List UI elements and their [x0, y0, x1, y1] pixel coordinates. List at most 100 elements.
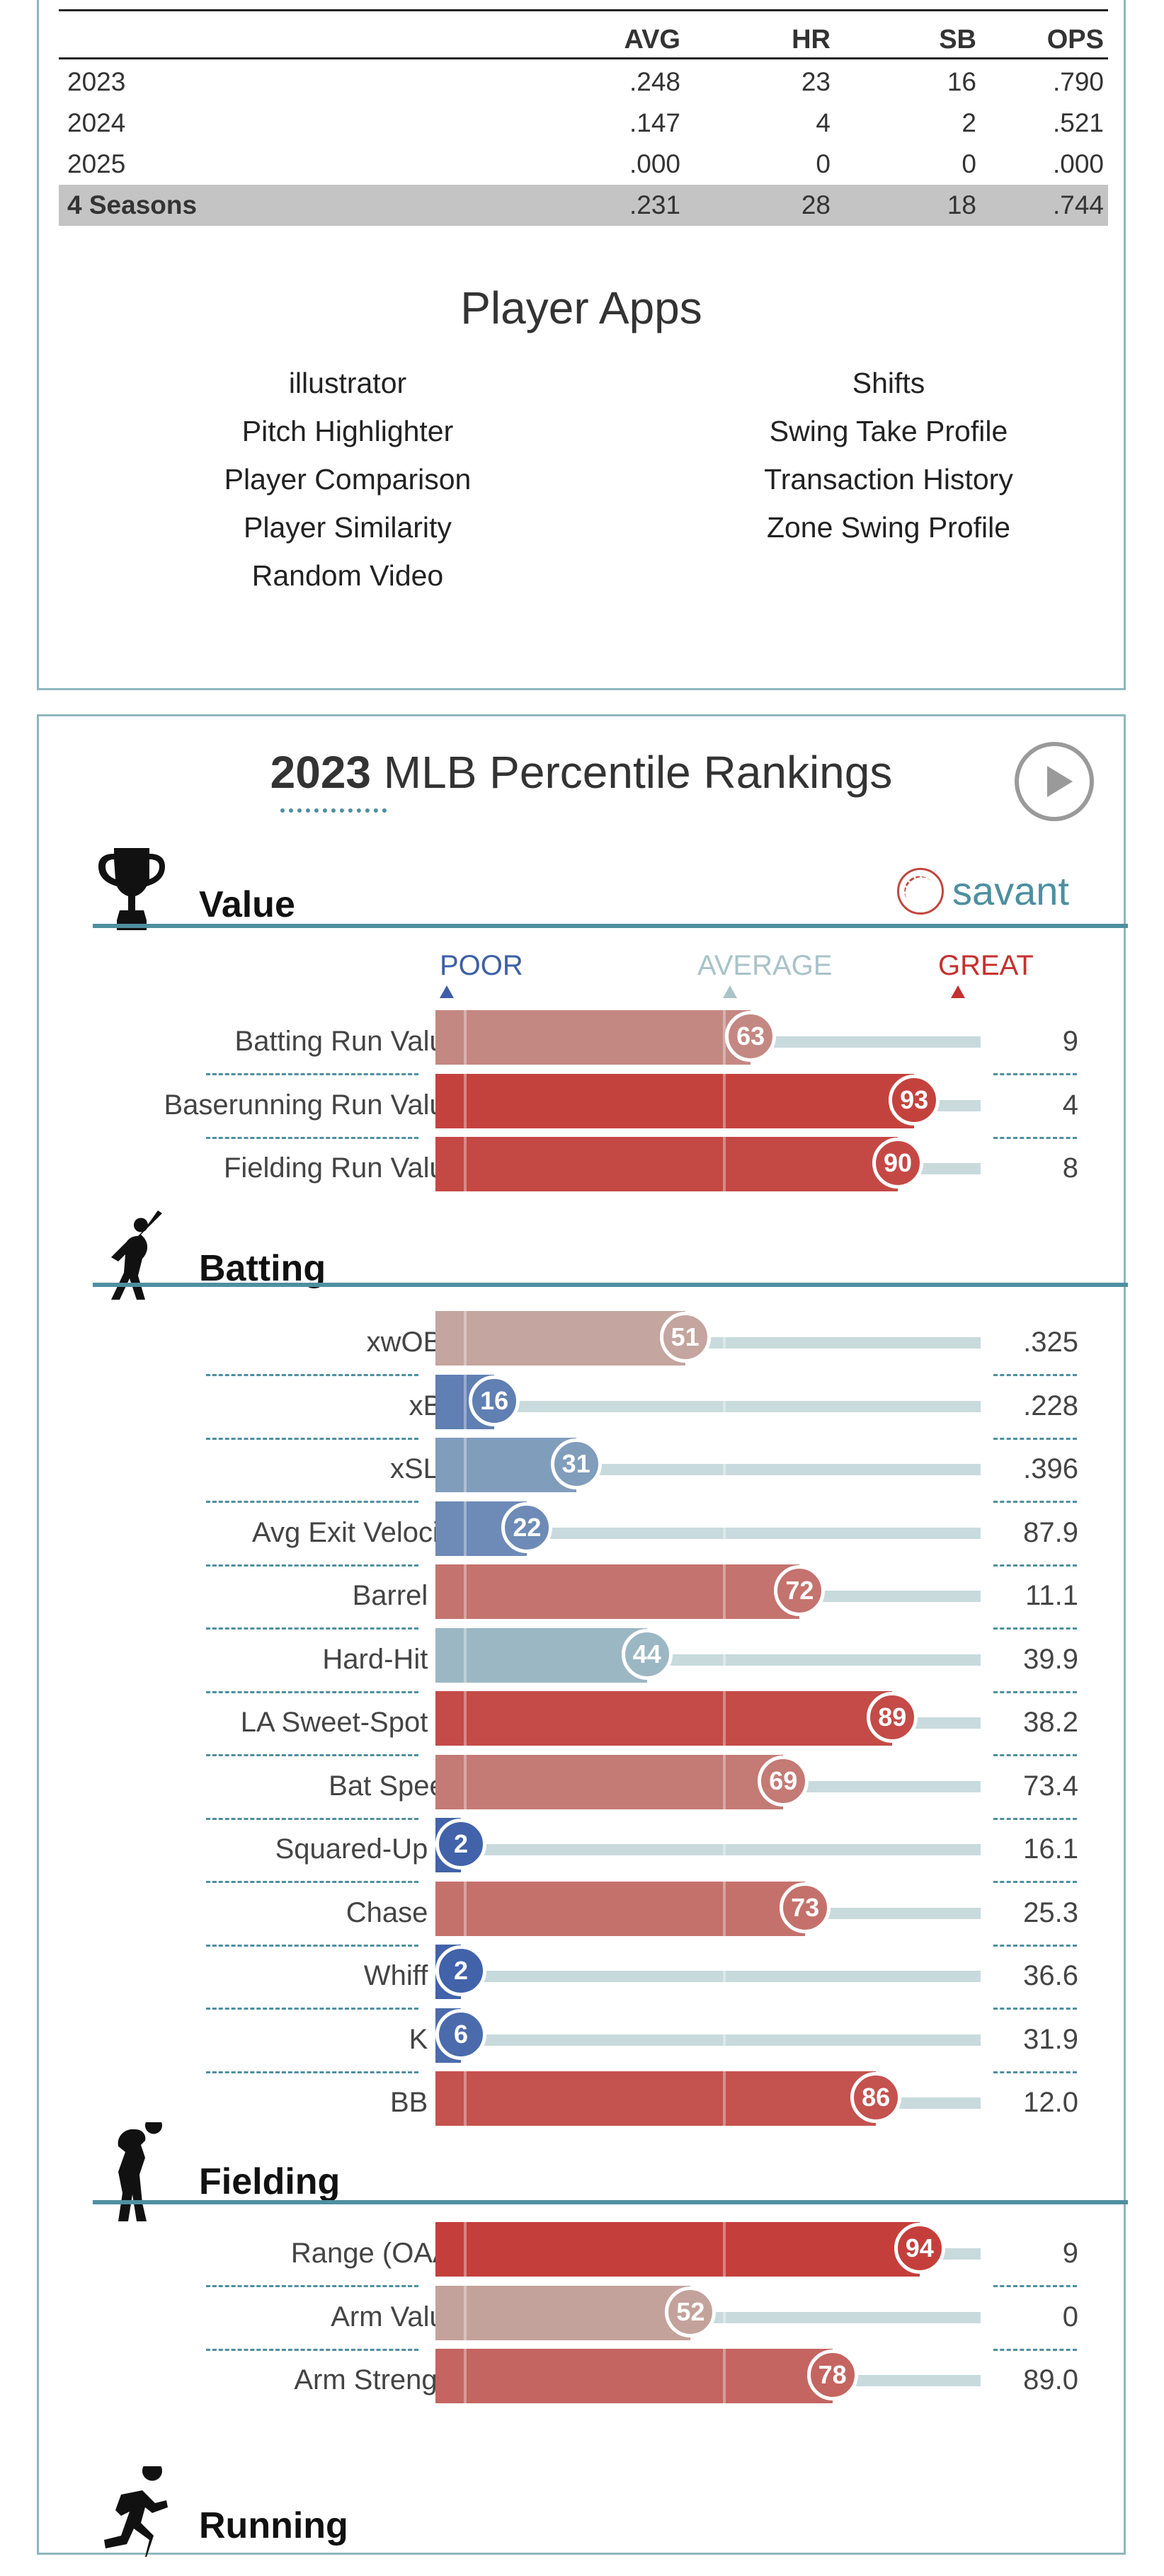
metric-value: .228: [1023, 1390, 1078, 1421]
bar-gridline: [464, 2222, 467, 2277]
percentile-bar: [435, 1564, 800, 1619]
bar-gridline: [723, 2071, 726, 2126]
player-apps-left-column: illustrator Pitch Highlighter Player Com…: [135, 367, 560, 607]
metric-row[interactable]: Arm Value 52 0: [39, 2285, 1128, 2351]
bar-gridline: [464, 1137, 467, 1191]
metric-row[interactable]: BB % 86 12.0: [39, 2071, 1128, 2134]
metric-row[interactable]: Range (OAA) 94 9: [39, 2222, 1128, 2287]
app-link-transaction-history[interactable]: Transaction History: [764, 463, 1013, 496]
row-divider-right: [993, 1690, 1077, 1693]
bar-gridline: [464, 1438, 467, 1492]
hr-cell: 23: [801, 67, 831, 96]
app-link-player-similarity[interactable]: Player Similarity: [244, 511, 452, 544]
percentile-bar: [435, 1754, 784, 1809]
season-cell: 2024: [67, 108, 126, 137]
metric-label: Batting Run Value: [234, 1026, 461, 1057]
metric-label: Fielding Run Value: [223, 1152, 461, 1184]
bar-gridline: [464, 1374, 467, 1429]
metric-row[interactable]: LA Sweet-Spot % 89 38.2: [39, 1691, 1128, 1756]
metric-label: Squared-Up %: [275, 1833, 461, 1865]
metric-row[interactable]: Baserunning Run Value 93 4: [39, 1073, 1128, 1139]
sb-cell: 18: [947, 190, 976, 219]
row-divider-right: [993, 2008, 1077, 2010]
row-divider-left: [206, 1501, 418, 1503]
percentile-badge: 52: [665, 2286, 717, 2337]
bar-gridline: [464, 1754, 467, 1809]
bar-gridline: [464, 1691, 467, 1746]
row-divider-right: [993, 1754, 1077, 1756]
percentile-track: [435, 2034, 981, 2046]
app-link-swing-take-profile[interactable]: Swing Take Profile: [769, 415, 1008, 447]
app-link-zone-swing-profile[interactable]: Zone Swing Profile: [766, 511, 1011, 544]
metric-row[interactable]: Avg Exit Velocity 22 87.9: [39, 1501, 1128, 1567]
bar-gridline: [723, 1501, 726, 1556]
percentile-badge: 2: [435, 1945, 486, 1996]
table-row: 2025 .000 0 0 .000: [59, 144, 1108, 185]
percentile-badge: 78: [806, 2349, 858, 2400]
row-divider-right: [993, 1437, 1077, 1440]
metric-row[interactable]: Arm Strength 78 89.0: [39, 2349, 1128, 2412]
bar-gridline: [464, 1881, 467, 1936]
percentile-track: [435, 1844, 981, 1855]
metric-row[interactable]: xBA16.228: [39, 1374, 1128, 1440]
header-cell-sb[interactable]: SB: [939, 24, 976, 55]
row-divider-left: [206, 1690, 418, 1693]
percentile-bar: [435, 2222, 920, 2277]
percentile-badge: 73: [780, 1882, 831, 1933]
metric-row[interactable]: xwOBA 51.325: [39, 1311, 1128, 1376]
avg-cell: .231: [629, 190, 680, 219]
app-link-random-video[interactable]: Random Video: [251, 559, 444, 592]
percentile-title-year[interactable]: 2023: [270, 747, 372, 798]
sb-cell: 0: [962, 149, 976, 178]
header-cell-avg[interactable]: AVG: [624, 24, 680, 55]
metric-row[interactable]: Squared-Up % 2 16.1: [39, 1818, 1128, 1883]
table-total-row: 4 Seasons .231 28 18 .744: [59, 185, 1108, 226]
row-divider-left: [206, 2285, 418, 2287]
trophy-icon: [93, 845, 171, 955]
section-header-value: Value: [93, 848, 1126, 930]
percentile-badge: 89: [867, 1692, 918, 1743]
ops-cell: .790: [1052, 67, 1104, 96]
percentile-track: [435, 1527, 981, 1539]
row-divider-right: [993, 2071, 1077, 2073]
percentile-bar: [435, 1627, 726, 1683]
metric-row[interactable]: Hard-Hit % 44 39.9: [39, 1627, 1128, 1693]
percentile-badge: 16: [469, 1375, 520, 1426]
header-cell-ops[interactable]: OPS: [1046, 24, 1104, 55]
bar-gridline: [723, 1311, 726, 1366]
app-link-shifts[interactable]: Shifts: [852, 367, 925, 399]
section-divider: [93, 1283, 1128, 1287]
runner-icon: [93, 2461, 171, 2576]
bar-gridline: [723, 1137, 726, 1191]
metric-row[interactable]: Bat Speed 69 73.4: [39, 1754, 1128, 1820]
bar-gridline: [723, 1818, 726, 1872]
metric-value: 9: [1062, 2238, 1078, 2269]
metric-value: 38.2: [1023, 1707, 1078, 1738]
metric-row[interactable]: Chase % 73 25.3: [39, 1881, 1128, 1947]
header-cell-hr[interactable]: HR: [792, 24, 831, 55]
metric-row[interactable]: K %631.9: [39, 2008, 1128, 2073]
legend-poor-arrow: [440, 985, 454, 998]
app-link-pitch-highlighter[interactable]: Pitch Highlighter: [241, 415, 454, 447]
metric-row[interactable]: Whiff % 2 36.6: [39, 1945, 1128, 2010]
row-divider-left: [206, 1627, 418, 1630]
play-button[interactable]: [1015, 742, 1094, 821]
metric-value: 16.1: [1023, 1833, 1078, 1865]
metric-row[interactable]: Batting Run Value 63 9: [39, 1010, 1128, 1075]
metric-row[interactable]: Barrel % 72 11.1: [39, 1564, 1128, 1630]
metric-value: 12.0: [1023, 2087, 1078, 2118]
ops-cell: .521: [1052, 108, 1104, 137]
season-cell: 2023: [67, 67, 126, 96]
metric-row[interactable]: Fielding Run Value 90 8: [39, 1137, 1128, 1200]
metric-row[interactable]: xSLG 31.396: [39, 1438, 1128, 1503]
app-link-player-comparison[interactable]: Player Comparison: [224, 463, 472, 496]
metric-value: 89.0: [1023, 2364, 1078, 2395]
bar-gridline: [464, 2071, 467, 2126]
percentile-bar: [435, 2349, 833, 2403]
percentile-bar: [435, 1311, 726, 1366]
metric-label: Avg Exit Velocity: [252, 1516, 461, 1548]
hr-cell: 28: [801, 190, 831, 219]
app-link-illustrator[interactable]: illustrator: [288, 367, 407, 399]
percentile-track: [435, 1971, 981, 1982]
percentile-bar: [435, 1137, 898, 1191]
